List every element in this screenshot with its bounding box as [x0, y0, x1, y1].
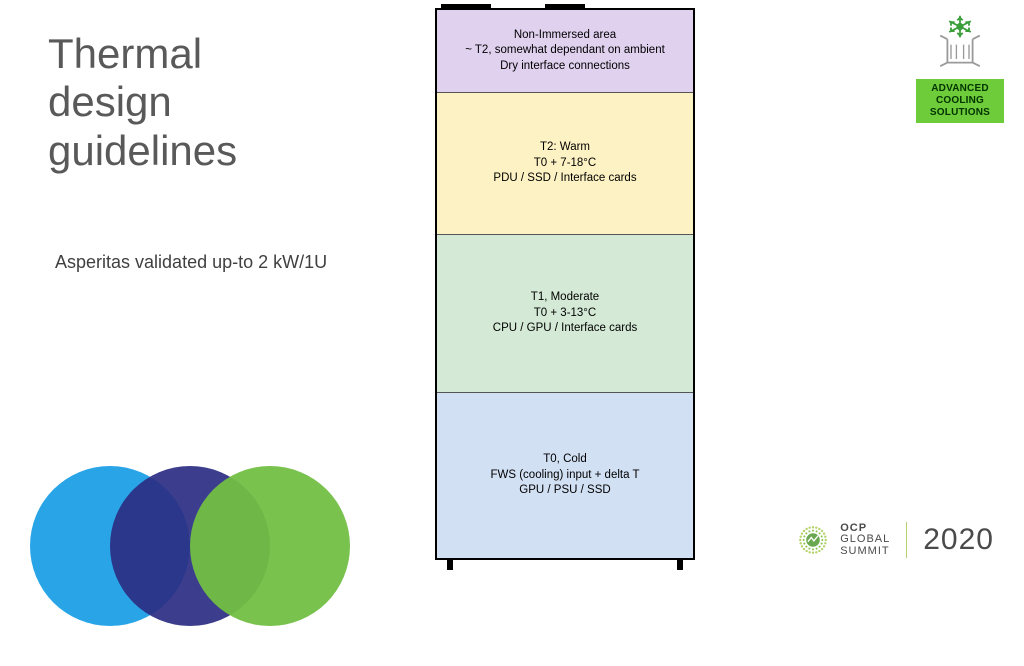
thermal-zone: T0, ColdFWS (cooling) input + delta TGPU… — [437, 393, 693, 558]
zone-line: PDU / SSD / Interface cards — [493, 171, 636, 187]
ocp-mark-icon — [796, 523, 830, 557]
footer-separator — [906, 522, 907, 558]
zone-line: FWS (cooling) input + delta T — [490, 468, 639, 484]
footer-year: 2020 — [923, 523, 994, 557]
zone-line: T0, Cold — [543, 452, 586, 468]
zone-line: T2: Warm — [540, 140, 590, 156]
zone-line: ~ T2, somewhat dependant on ambient — [465, 43, 665, 59]
zone-line: Dry interface connections — [500, 59, 630, 75]
zone-line: Non-Immersed area — [514, 28, 616, 44]
zone-line: T0 + 3-13°C — [534, 306, 596, 322]
ocp-footer-logo: OCP GLOBAL SUMMIT 2020 — [796, 522, 994, 558]
page-title: Thermaldesignguidelines — [48, 30, 237, 175]
zone-line: T0 + 7-18°C — [534, 156, 596, 172]
badge-line2: COOLING — [920, 95, 1000, 107]
thermal-zone: T2: WarmT0 + 7-18°CPDU / SSD / Interface… — [437, 93, 693, 234]
zone-line: CPU / GPU / Interface cards — [493, 321, 637, 337]
thermal-zone: T1, ModerateT0 + 3-13°CCPU / GPU / Inter… — [437, 235, 693, 393]
badge-label: ADVANCED COOLING SOLUTIONS — [916, 79, 1004, 123]
advanced-cooling-badge: ADVANCED COOLING SOLUTIONS — [916, 14, 1004, 123]
ocp-line3: SUMMIT — [840, 546, 890, 558]
zone-line: GPU / PSU / SSD — [519, 483, 610, 499]
thermal-zones-diagram: Non-Immersed area~ T2, somewhat dependan… — [435, 8, 695, 560]
zone-line: T1, Moderate — [531, 290, 599, 306]
subtitle: Asperitas validated up-to 2 kW/1U — [55, 252, 327, 273]
snowflake-server-icon — [933, 14, 987, 68]
ocp-text: OCP GLOBAL SUMMIT — [840, 523, 890, 558]
badge-line3: SOLUTIONS — [920, 107, 1000, 119]
badge-line1: ADVANCED — [920, 83, 1000, 95]
circle-green — [190, 466, 350, 626]
thermal-zone: Non-Immersed area~ T2, somewhat dependan… — [437, 10, 693, 93]
footer-venn-circles — [30, 466, 350, 666]
